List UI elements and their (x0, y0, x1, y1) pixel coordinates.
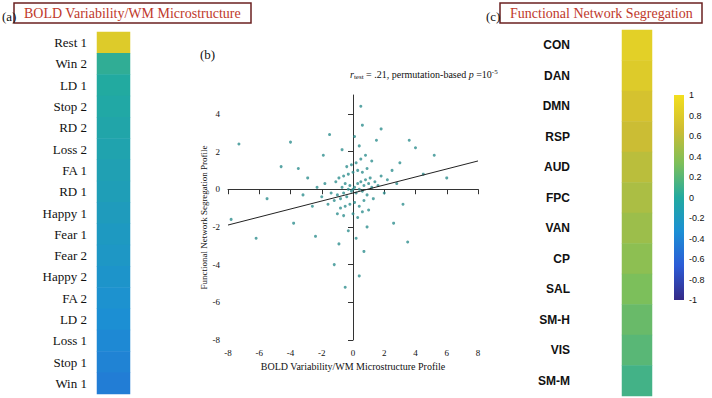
svg-text:= .21, permutation-based: = .21, permutation-based (364, 69, 469, 80)
svg-text:DMN: DMN (543, 99, 570, 113)
svg-text:Stop 1: Stop 1 (53, 355, 87, 370)
svg-text:2: 2 (216, 147, 221, 157)
svg-text:-2: -2 (318, 348, 326, 358)
svg-text:DAN: DAN (544, 69, 570, 83)
svg-text:RD 2: RD 2 (59, 120, 87, 135)
svg-text:-0.2: -0.2 (689, 213, 705, 223)
svg-text:LD 1: LD 1 (60, 78, 87, 93)
svg-text:=10: =10 (474, 69, 492, 80)
svg-text:-6: -6 (213, 297, 221, 307)
svg-text:FA 2: FA 2 (62, 291, 87, 306)
svg-text:-8: -8 (224, 348, 232, 358)
svg-text:-4: -4 (213, 260, 221, 270)
svg-text:0: 0 (689, 193, 694, 203)
svg-text:Functional Network Segregation: Functional Network Segregation Profile (199, 145, 209, 289)
svg-text:Win 1: Win 1 (55, 376, 87, 391)
svg-text:-0.6: -0.6 (689, 254, 705, 264)
svg-text:LD 2: LD 2 (60, 312, 87, 327)
svg-text:4: 4 (216, 109, 221, 119)
svg-text:SAL: SAL (546, 282, 570, 296)
svg-text:VIS: VIS (551, 343, 570, 357)
svg-text:BOLD Variability/WM Microstruc: BOLD Variability/WM Microstructure (24, 6, 241, 21)
svg-text:4: 4 (413, 348, 418, 358)
svg-text:Happy 2: Happy 2 (43, 269, 87, 284)
svg-text:-6: -6 (256, 348, 264, 358)
svg-text:0.4: 0.4 (689, 152, 702, 162)
svg-text:0.6: 0.6 (689, 131, 702, 141)
svg-text:CON: CON (543, 38, 570, 52)
svg-text:Loss 1: Loss 1 (53, 333, 87, 348)
svg-text:test: test (354, 73, 364, 81)
svg-text:(a): (a) (2, 9, 16, 24)
svg-text:CP: CP (553, 252, 570, 266)
svg-text:0: 0 (351, 348, 356, 358)
svg-text:-1: -1 (689, 295, 697, 305)
svg-text:Loss 2: Loss 2 (53, 142, 87, 157)
svg-text:r: r (350, 68, 354, 80)
svg-text:-4: -4 (287, 348, 295, 358)
svg-text:SM-H: SM-H (539, 313, 570, 327)
svg-text:Fear 2: Fear 2 (54, 248, 87, 263)
svg-text:RSP: RSP (545, 130, 570, 144)
svg-text:6: 6 (445, 348, 450, 358)
svg-text:2: 2 (382, 348, 387, 358)
svg-text:Fear 1: Fear 1 (54, 227, 87, 242)
svg-text:BOLD Variability/WM Microstruc: BOLD Variability/WM Microstructure Profi… (261, 361, 446, 372)
svg-text:VAN: VAN (546, 221, 570, 235)
svg-text:RD 1: RD 1 (59, 184, 87, 199)
svg-text:0.8: 0.8 (689, 111, 702, 121)
svg-text:(b): (b) (200, 47, 215, 62)
svg-text:Win 2: Win 2 (55, 56, 87, 71)
svg-text:-5: -5 (492, 68, 498, 76)
svg-text:1: 1 (689, 90, 694, 100)
svg-text:AUD: AUD (544, 160, 570, 174)
svg-text:Stop 2: Stop 2 (53, 99, 87, 114)
svg-text:p: p (468, 68, 474, 80)
svg-text:Functional Network Segregation: Functional Network Segregation (510, 6, 693, 21)
svg-text:-2: -2 (213, 222, 221, 232)
svg-text:8: 8 (476, 348, 481, 358)
svg-text:FPC: FPC (546, 191, 570, 205)
svg-text:FA 1: FA 1 (62, 163, 87, 178)
svg-text:0: 0 (216, 184, 221, 194)
svg-text:SM-M: SM-M (538, 374, 570, 388)
svg-text:-0.8: -0.8 (689, 275, 705, 285)
svg-text:-8: -8 (213, 335, 221, 345)
svg-text:-0.4: -0.4 (689, 234, 705, 244)
svg-text:Happy 1: Happy 1 (43, 206, 87, 221)
svg-text:(c): (c) (486, 9, 500, 24)
svg-text:Rest 1: Rest 1 (54, 35, 87, 50)
svg-text:0.2: 0.2 (689, 172, 702, 182)
